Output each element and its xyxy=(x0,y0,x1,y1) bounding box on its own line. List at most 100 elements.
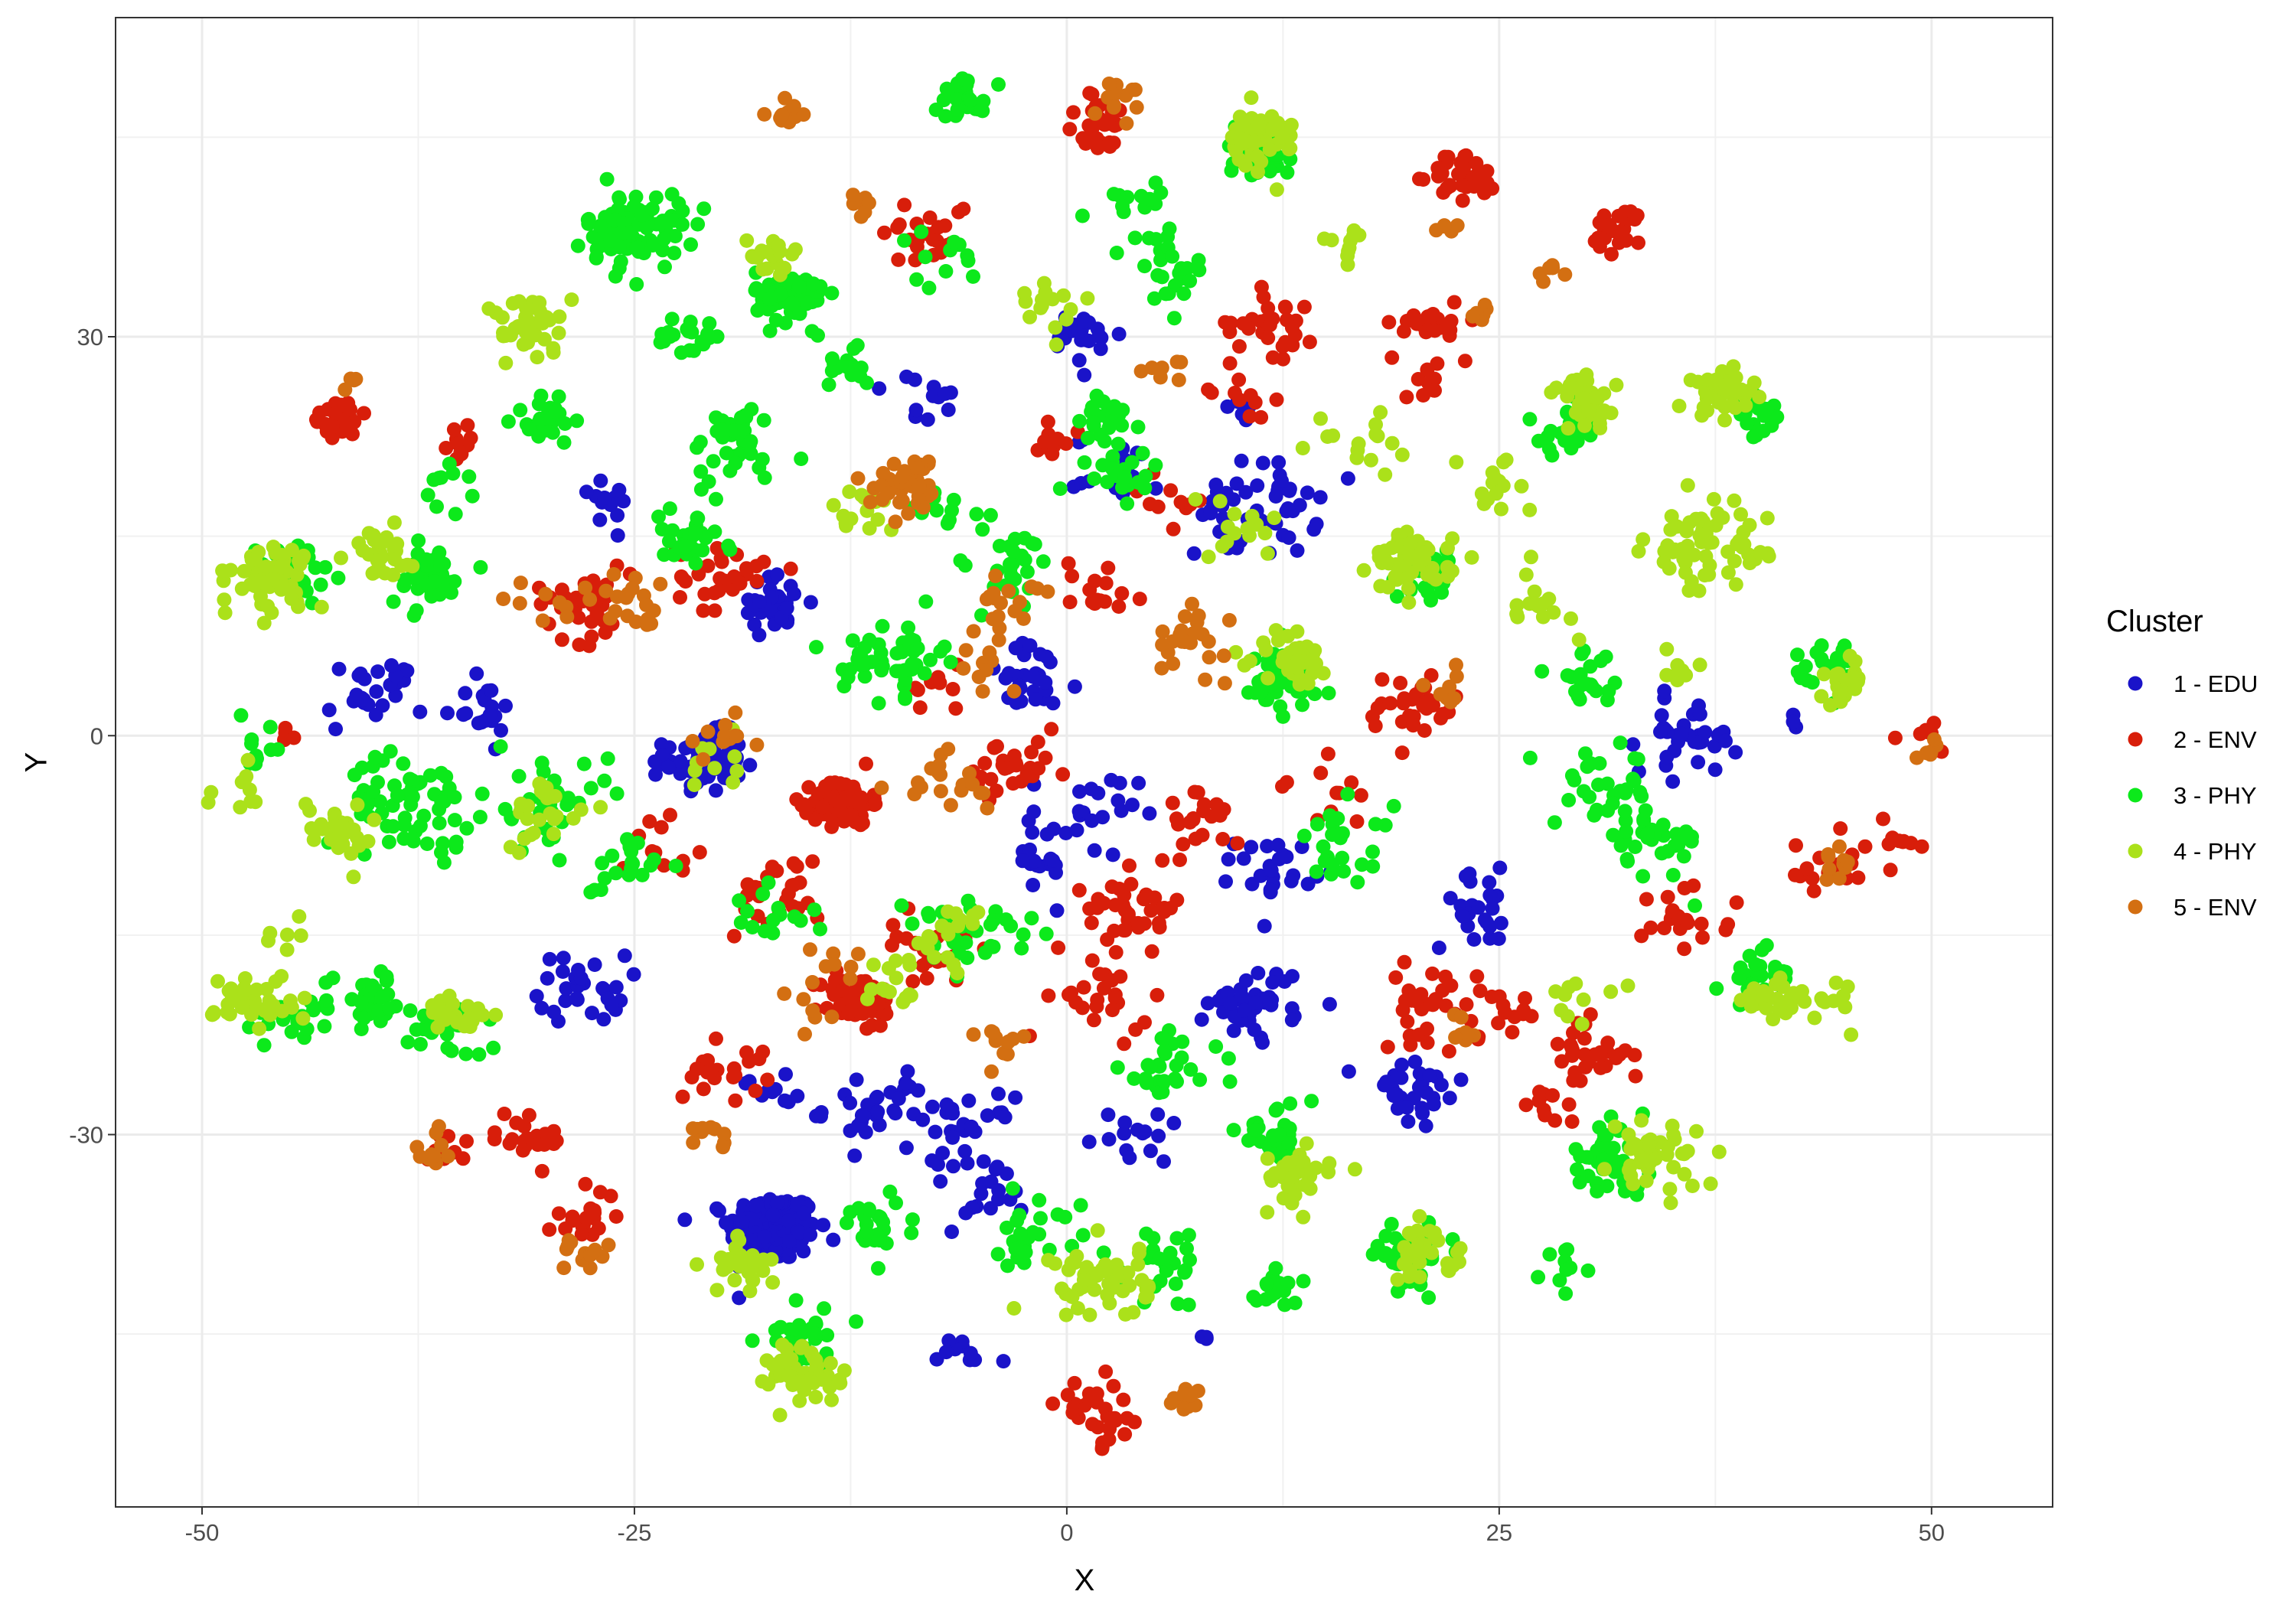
data-point xyxy=(1524,1009,1539,1024)
data-point xyxy=(295,1011,311,1026)
data-point xyxy=(409,569,425,585)
data-point xyxy=(1605,796,1620,811)
data-point xyxy=(1129,99,1144,115)
data-point xyxy=(1560,1242,1575,1257)
data-point xyxy=(1003,556,1017,572)
data-point xyxy=(1081,1134,1097,1150)
data-point xyxy=(1281,142,1296,157)
data-point xyxy=(851,1201,866,1216)
data-point xyxy=(1807,1010,1822,1026)
data-point xyxy=(1330,811,1345,826)
data-point xyxy=(1050,432,1065,446)
data-point xyxy=(436,855,452,870)
data-point xyxy=(794,452,809,466)
data-point xyxy=(1069,823,1084,838)
data-point xyxy=(765,859,780,875)
data-point xyxy=(748,1083,763,1098)
data-point xyxy=(1377,1078,1392,1093)
data-point xyxy=(941,1333,957,1348)
data-point xyxy=(252,1021,267,1036)
data-point xyxy=(1618,785,1632,801)
data-point xyxy=(256,1038,272,1053)
data-point xyxy=(792,1393,807,1408)
data-point xyxy=(1528,596,1543,611)
data-point xyxy=(657,259,672,275)
data-point xyxy=(910,641,925,656)
data-point xyxy=(1086,415,1101,430)
data-point xyxy=(1020,768,1035,784)
data-point xyxy=(1322,996,1337,1012)
data-point xyxy=(1238,484,1254,500)
data-point xyxy=(383,744,398,759)
data-point xyxy=(538,586,553,602)
data-point xyxy=(587,1242,602,1257)
data-point xyxy=(931,670,946,685)
data-point xyxy=(921,280,937,295)
data-point xyxy=(886,456,902,471)
data-point xyxy=(912,700,928,716)
data-point xyxy=(1736,524,1751,540)
data-point xyxy=(1293,641,1307,655)
data-point xyxy=(1773,970,1788,986)
data-point xyxy=(1847,670,1862,685)
data-point xyxy=(1831,839,1847,854)
data-point xyxy=(982,645,997,660)
data-point xyxy=(579,484,594,500)
data-point xyxy=(935,1146,951,1161)
data-point xyxy=(1006,543,1021,559)
data-point xyxy=(728,705,743,720)
data-point xyxy=(824,285,840,301)
y-tick-label: -30 xyxy=(69,1122,103,1149)
data-point xyxy=(370,553,385,569)
data-point xyxy=(1290,543,1305,558)
data-point xyxy=(871,696,886,711)
data-point xyxy=(673,590,687,605)
data-point xyxy=(817,1301,832,1316)
data-point xyxy=(977,755,993,771)
data-point xyxy=(1684,574,1699,589)
data-point xyxy=(1290,624,1305,639)
data-point xyxy=(546,827,561,842)
data-point xyxy=(843,780,859,795)
data-point xyxy=(1753,545,1768,560)
data-point xyxy=(1038,675,1053,690)
data-point xyxy=(1356,563,1371,578)
data-point xyxy=(1442,680,1457,694)
data-point xyxy=(1264,863,1279,878)
data-point xyxy=(1097,1257,1113,1272)
data-point xyxy=(249,999,264,1014)
data-point xyxy=(843,960,859,974)
data-point xyxy=(1425,966,1440,981)
data-point xyxy=(898,689,912,704)
data-point xyxy=(1260,1205,1275,1220)
data-point xyxy=(696,603,711,618)
data-point xyxy=(859,1225,874,1240)
data-point xyxy=(347,372,362,387)
data-point xyxy=(313,577,328,592)
data-point xyxy=(943,797,958,813)
data-point xyxy=(1035,292,1049,308)
data-point xyxy=(497,1107,512,1121)
data-point xyxy=(488,1007,504,1022)
data-point xyxy=(1662,1182,1678,1197)
data-point xyxy=(440,1149,455,1164)
data-point xyxy=(1568,976,1583,991)
data-point xyxy=(1505,1025,1520,1040)
data-point xyxy=(1692,657,1707,673)
data-point xyxy=(459,1133,474,1149)
data-point xyxy=(1449,657,1463,673)
data-point xyxy=(509,1115,524,1130)
data-point xyxy=(413,1149,428,1164)
data-point xyxy=(1738,398,1753,413)
legend-key-1 xyxy=(2128,676,2143,691)
data-point xyxy=(422,768,438,783)
data-point xyxy=(572,638,587,652)
data-point xyxy=(1570,1162,1584,1177)
data-point xyxy=(1087,843,1102,858)
data-point xyxy=(1170,1296,1186,1312)
data-point xyxy=(639,617,654,632)
data-point xyxy=(1442,1091,1457,1106)
data-point xyxy=(318,559,333,575)
data-point xyxy=(1070,1301,1085,1316)
data-point xyxy=(918,594,934,609)
